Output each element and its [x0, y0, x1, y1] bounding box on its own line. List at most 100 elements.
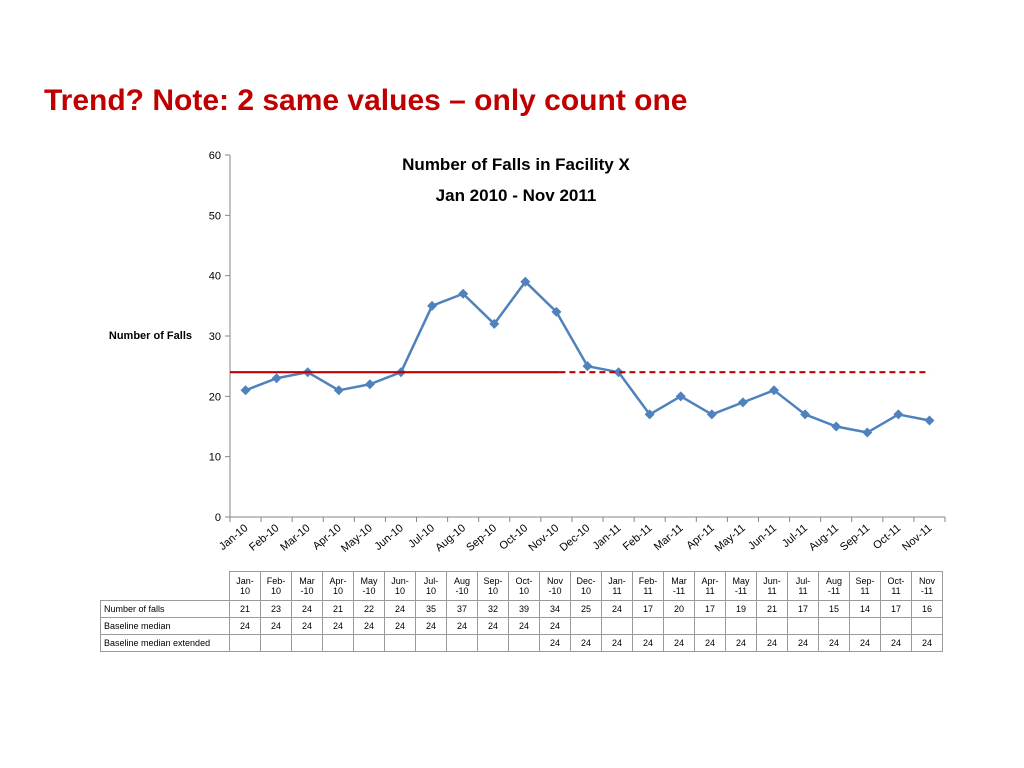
x-tick-label: Aug-10 — [433, 522, 468, 554]
table-header-cell: Nov -10 — [539, 571, 571, 601]
y-tick-label: 20 — [209, 391, 221, 403]
table-header-cell: Feb- 11 — [632, 571, 664, 601]
table-cell: 24 — [384, 617, 416, 635]
slide-title: Trend? Note: 2 same values – only count … — [44, 84, 688, 117]
table-header-cell: Aug -10 — [446, 571, 478, 601]
data-point — [520, 276, 531, 287]
table-row: Baseline median 24 24 24 24 24 24 24 24 24 24 24 — [100, 617, 943, 635]
table-header-cell: Oct- 10 — [508, 571, 540, 601]
table-cell — [570, 617, 602, 635]
table-row-label: Baseline median extended — [100, 634, 230, 652]
table-row: Baseline median extended 24 24 24 24 24 24 24 24… — [100, 634, 943, 652]
table-cell — [632, 617, 664, 635]
x-tick-label: Feb-11 — [621, 522, 655, 553]
table-cell: 24 — [384, 600, 416, 618]
table-cell — [322, 634, 354, 652]
table-header-cell: Jan- 11 — [601, 571, 633, 601]
table-cell: 17 — [787, 600, 819, 618]
table-cell: 35 — [415, 600, 447, 618]
x-tick-label: Dec-10 — [558, 522, 593, 554]
table-cell — [260, 634, 292, 652]
table-cell: 32 — [477, 600, 509, 618]
x-tick-label: Oct-10 — [497, 522, 530, 552]
table-cell: 24 — [539, 617, 571, 635]
table-header-cell: Jul- 10 — [415, 571, 447, 601]
table-row-label: Baseline median — [100, 617, 230, 635]
table-header-cell: Apr- 10 — [322, 571, 354, 601]
table-header-cell: Mar -11 — [663, 571, 695, 601]
x-tick-label: May-11 — [713, 522, 748, 554]
x-tick-label: Apr-10 — [311, 522, 344, 552]
table-cell: 24 — [818, 634, 850, 652]
table-header-cell: Aug -11 — [818, 571, 850, 601]
table-cell — [818, 617, 850, 635]
table-cell: 22 — [353, 600, 385, 618]
table-cell: 20 — [663, 600, 695, 618]
table-header-cell: Dec- 10 — [570, 571, 602, 601]
table-cell — [849, 617, 881, 635]
table-header-cell: Jun- 11 — [756, 571, 788, 601]
table-cell: 24 — [322, 617, 354, 635]
series-number-of-falls — [240, 276, 935, 438]
table-cell: 24 — [415, 617, 447, 635]
table-header-cell: May -10 — [353, 571, 385, 601]
table-cell: 24 — [601, 634, 633, 652]
y-tick-label: 0 — [215, 512, 221, 524]
table-header-cell: Mar -10 — [291, 571, 323, 601]
data-point — [333, 385, 344, 396]
table-cell — [446, 634, 478, 652]
chart-marks — [230, 276, 935, 438]
y-tick-label: 30 — [209, 331, 221, 343]
table-cell: 24 — [570, 634, 602, 652]
data-point — [737, 397, 748, 408]
table-cell: 24 — [694, 634, 726, 652]
table-cell — [880, 617, 912, 635]
y-tick-label: 60 — [209, 150, 221, 162]
table-cell — [601, 617, 633, 635]
table-cell — [384, 634, 416, 652]
table-header-cell: Nov -11 — [911, 571, 943, 601]
table-cell: 24 — [911, 634, 943, 652]
x-tick-label: Mar-10 — [278, 522, 312, 554]
table-cell — [756, 617, 788, 635]
data-point — [613, 367, 624, 378]
chart-axes: 0102030405060Jan-10Feb-10Mar-10Apr-10May… — [209, 150, 946, 555]
table-cell: 24 — [291, 600, 323, 618]
data-point — [427, 300, 438, 311]
table-corner — [100, 571, 230, 601]
x-tick-label: May-10 — [339, 522, 375, 555]
table-row: Number of falls 21 23 24 21 22 24 35 37 32 39 34 25 2… — [100, 600, 943, 618]
y-tick-label: 10 — [209, 452, 221, 464]
data-point — [800, 409, 811, 420]
data-point — [706, 409, 717, 420]
x-tick-label: Jan-10 — [217, 522, 250, 553]
x-tick-label: Jul-11 — [780, 522, 810, 550]
table-cell: 15 — [818, 600, 850, 618]
data-point — [489, 318, 500, 329]
table-cell: 24 — [260, 617, 292, 635]
table-cell — [508, 634, 540, 652]
table-row-label: Number of falls — [100, 600, 230, 618]
table-header-cell: May -11 — [725, 571, 757, 601]
table-header-cell: Sep- 11 — [849, 571, 881, 601]
data-point — [458, 288, 469, 299]
table-header-cell: Jul- 11 — [787, 571, 819, 601]
data-table: Jan- 10 Feb- 10 Mar -10 Apr- 10 May -10 Jun- 10 Jul-… — [100, 571, 943, 652]
table-cell: 24 — [632, 634, 664, 652]
x-tick-label: Jul-10 — [406, 522, 437, 550]
data-point — [240, 385, 251, 396]
data-point — [893, 409, 904, 420]
y-axis-label: Number of Falls — [109, 330, 192, 342]
x-tick-label: Jun-11 — [746, 522, 779, 552]
table-cell: 16 — [911, 600, 943, 618]
table-cell — [911, 617, 943, 635]
data-point — [831, 421, 842, 432]
table-cell: 24 — [880, 634, 912, 652]
table-header-cell: Apr- 11 — [694, 571, 726, 601]
y-tick-label: 50 — [209, 210, 221, 222]
x-tick-label: Feb-10 — [247, 522, 281, 554]
table-cell: 24 — [353, 617, 385, 635]
table-cell: 21 — [756, 600, 788, 618]
table-cell: 24 — [508, 617, 540, 635]
series-line — [245, 280, 930, 434]
